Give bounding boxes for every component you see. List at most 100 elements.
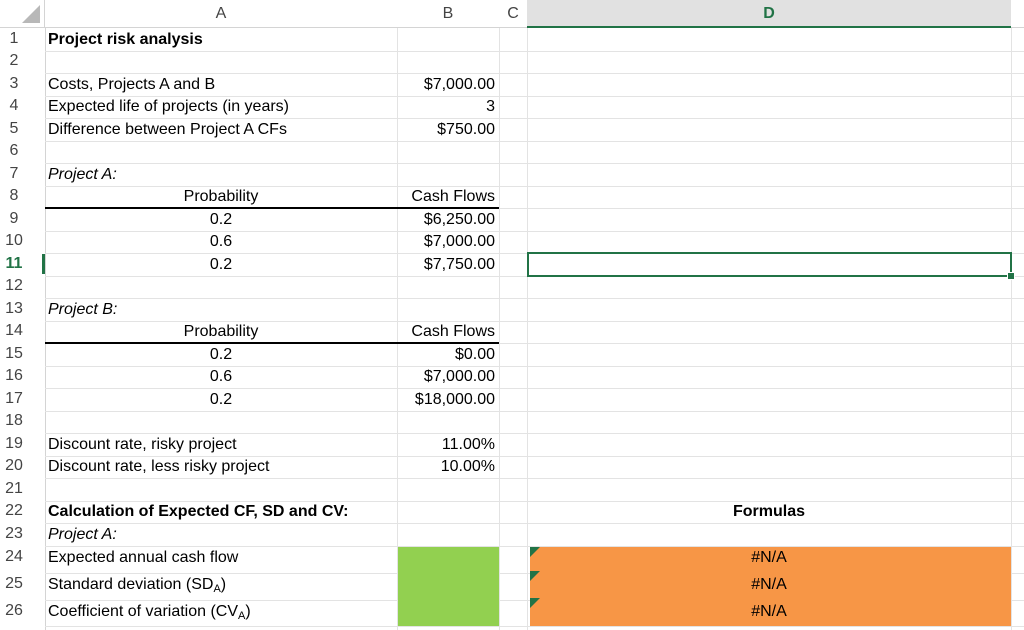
gridline-row xyxy=(45,73,1024,74)
active-cell-d11[interactable] xyxy=(527,252,1012,277)
project-b-label[interactable]: Project B: xyxy=(48,301,118,318)
row-header-21[interactable]: 21 xyxy=(5,480,23,497)
project-b-prob-1[interactable]: 0.2 xyxy=(209,346,233,363)
select-all-corner[interactable] xyxy=(0,0,45,28)
project-a-cf-1[interactable]: $6,250.00 xyxy=(423,211,495,228)
row-header-26[interactable]: 26 xyxy=(5,602,23,619)
life-label[interactable]: Expected life of projects (in years) xyxy=(48,98,289,115)
less-risky-rate-value[interactable]: 10.00% xyxy=(440,458,495,475)
gridline-row xyxy=(45,626,1024,627)
row-header-18[interactable]: 18 xyxy=(5,412,23,429)
project-a-prob-header[interactable]: Probability xyxy=(183,188,259,205)
project-b-prob-header[interactable]: Probability xyxy=(183,323,259,340)
project-b-cf-header[interactable]: Cash Flows xyxy=(411,323,495,340)
fill-handle[interactable] xyxy=(1007,272,1015,280)
column-header-b[interactable]: B xyxy=(397,0,499,28)
diff-label[interactable]: Difference between Project A CFs xyxy=(48,121,287,138)
gridline-row xyxy=(45,546,1024,547)
row-header-20[interactable]: 20 xyxy=(5,457,23,474)
less-risky-rate-label[interactable]: Discount rate, less risky project xyxy=(48,458,270,475)
project-a-prob-1[interactable]: 0.2 xyxy=(209,211,233,228)
project-b-cf-1[interactable]: $0.00 xyxy=(454,346,495,363)
project-a-cf-2[interactable]: $7,000.00 xyxy=(423,233,495,250)
gridline-row xyxy=(45,456,1024,457)
life-value[interactable]: 3 xyxy=(486,98,495,115)
project-b-cf-3[interactable]: $18,000.00 xyxy=(414,391,495,408)
row-header-6[interactable]: 6 xyxy=(9,142,19,159)
row-header-9[interactable]: 9 xyxy=(9,210,19,227)
gridline-row xyxy=(45,51,1024,52)
gridline-row xyxy=(45,321,1024,322)
formulas-header[interactable]: Formulas xyxy=(732,503,805,520)
row-header-14[interactable]: 14 xyxy=(5,322,23,339)
expected-cf-label[interactable]: Expected annual cash flow xyxy=(48,549,239,566)
gridline-row xyxy=(45,343,1024,344)
row-header-19[interactable]: 19 xyxy=(5,435,23,452)
sd-label-close: ) xyxy=(220,576,227,593)
sd-formula[interactable]: #N/A xyxy=(751,576,787,593)
project-a-label[interactable]: Project A: xyxy=(48,166,117,183)
row-header-23[interactable]: 23 xyxy=(5,525,23,542)
input-cells-b24-b26[interactable] xyxy=(398,547,499,626)
row-header-2[interactable]: 2 xyxy=(9,52,19,69)
risky-rate-value[interactable]: 11.00% xyxy=(441,436,495,453)
calc-project-a-label[interactable]: Project A: xyxy=(48,526,117,543)
gridline-row xyxy=(45,208,1024,209)
row-header-11[interactable]: 11 xyxy=(5,255,23,272)
gridline-row xyxy=(45,501,1024,502)
row-header-12[interactable]: 12 xyxy=(5,277,23,294)
column-header-d[interactable]: D xyxy=(527,0,1011,28)
expected-cf-formula[interactable]: #N/A xyxy=(751,549,787,566)
row-header-13[interactable]: 13 xyxy=(5,300,23,317)
row-header-7[interactable]: 7 xyxy=(9,165,19,182)
costs-label[interactable]: Costs, Projects A and B xyxy=(48,76,216,93)
project-b-prob-2[interactable]: 0.6 xyxy=(209,368,233,385)
column-header-a[interactable]: A xyxy=(45,0,397,28)
project-a-cf-3[interactable]: $7,750.00 xyxy=(423,256,495,273)
row-selection-bar xyxy=(42,254,45,274)
project-a-cf-header[interactable]: Cash Flows xyxy=(411,188,495,205)
gridline-row xyxy=(45,96,1024,97)
sd-label[interactable]: Standard deviation (SDA) xyxy=(48,575,226,599)
formula-cells-d24-d26[interactable] xyxy=(530,547,1011,626)
row-header-1[interactable]: 1 xyxy=(9,30,19,47)
project-b-cf-2[interactable]: $7,000.00 xyxy=(423,368,495,385)
row-header-16[interactable]: 16 xyxy=(5,367,23,384)
gridline-row xyxy=(45,231,1024,232)
calc-heading[interactable]: Calculation of Expected CF, SD and CV: xyxy=(48,503,349,520)
row-header-25[interactable]: 25 xyxy=(5,575,23,592)
project-a-header-underline xyxy=(397,207,499,209)
column-header-next[interactable] xyxy=(1011,0,1024,28)
row-header-5[interactable]: 5 xyxy=(9,120,19,137)
row-header-3[interactable]: 3 xyxy=(9,75,19,92)
gridline-row xyxy=(45,141,1024,142)
project-b-prob-3[interactable]: 0.2 xyxy=(209,391,233,408)
row-header-8[interactable]: 8 xyxy=(9,187,19,204)
gridline-row xyxy=(45,388,1024,389)
costs-value[interactable]: $7,000.00 xyxy=(423,76,495,93)
project-a-header-underline xyxy=(45,207,397,209)
gridline-row xyxy=(45,118,1024,119)
row-header-17[interactable]: 17 xyxy=(5,390,23,407)
gridline-row xyxy=(45,186,1024,187)
cv-label-sub: A xyxy=(238,610,246,622)
project-a-prob-2[interactable]: 0.6 xyxy=(209,233,233,250)
row-header-15[interactable]: 15 xyxy=(5,345,23,362)
sheet-title[interactable]: Project risk analysis xyxy=(48,31,203,48)
project-a-prob-3[interactable]: 0.2 xyxy=(209,256,233,273)
cv-label-close: ) xyxy=(245,603,251,620)
row-header-24[interactable]: 24 xyxy=(5,548,23,565)
gridline-row xyxy=(45,478,1024,479)
row-header-22[interactable]: 22 xyxy=(5,502,23,519)
gridline-row xyxy=(45,523,1024,524)
gridline-row xyxy=(45,366,1024,367)
risky-rate-label[interactable]: Discount rate, risky project xyxy=(48,436,237,453)
cv-label-text: Coefficient of variation (CV xyxy=(48,603,239,620)
column-header-c[interactable]: C xyxy=(499,0,527,28)
cv-formula[interactable]: #N/A xyxy=(751,603,787,620)
gridline-col-e xyxy=(1011,28,1012,630)
row-header-4[interactable]: 4 xyxy=(9,97,19,114)
diff-value[interactable]: $750.00 xyxy=(437,121,495,138)
row-header-10[interactable]: 10 xyxy=(5,232,23,249)
cv-label[interactable]: Coefficient of variation (CVA) xyxy=(48,602,251,626)
